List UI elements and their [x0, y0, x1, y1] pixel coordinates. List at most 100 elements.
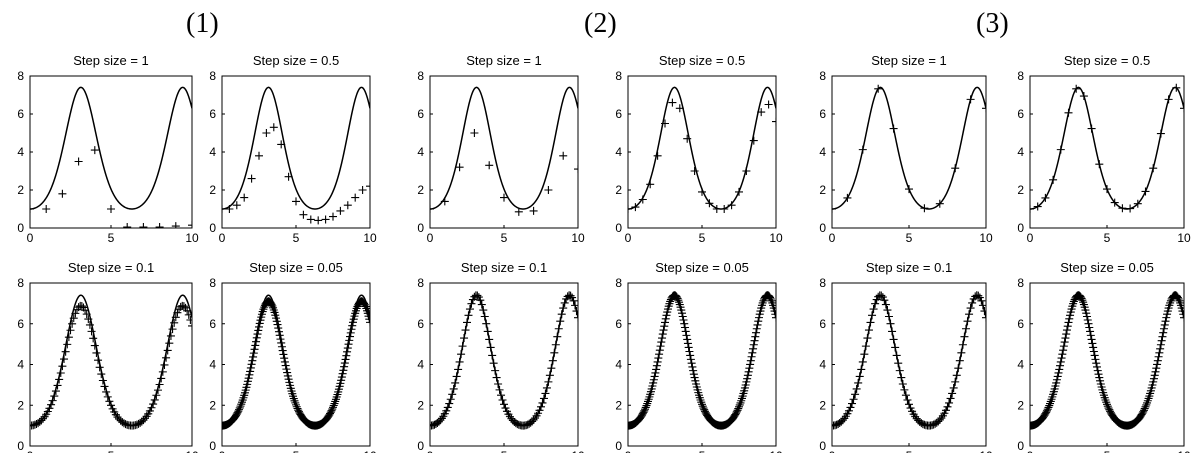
approx-point [574, 165, 578, 174]
y-tick-label: 8 [417, 69, 424, 83]
y-tick-label: 8 [1017, 69, 1024, 83]
approx-point [245, 370, 254, 379]
approx-point [234, 407, 243, 416]
approx-point [1151, 367, 1160, 376]
approx-point [479, 306, 488, 315]
approx-point [754, 317, 763, 326]
y-tick-label: 0 [1017, 221, 1024, 235]
approx-point [712, 205, 721, 213]
approx-point [37, 416, 46, 425]
y-tick-label: 2 [17, 183, 24, 197]
approx-point [430, 205, 434, 213]
approx-point [1103, 402, 1112, 411]
approx-point [464, 311, 473, 320]
approx-point [1149, 377, 1158, 386]
approx-point [754, 313, 763, 322]
approx-point [272, 317, 281, 326]
approx-point [38, 414, 47, 423]
approx-point [1141, 187, 1150, 196]
approx-point [500, 193, 508, 202]
approx-point [1085, 323, 1094, 332]
approx-point [337, 376, 346, 385]
approx-point [901, 391, 910, 400]
approx-point [529, 415, 538, 424]
approx-point [743, 371, 752, 380]
x-tick-label: 0 [219, 231, 226, 245]
approx-point [747, 352, 756, 361]
subplot-title: Step size = 0.1 [866, 260, 952, 275]
approx-point [900, 385, 909, 394]
approx-point [539, 394, 548, 403]
approx-point [240, 193, 249, 202]
approx-point [832, 205, 836, 213]
approx-point [351, 193, 360, 202]
approx-point [53, 381, 62, 390]
approx-point [50, 392, 59, 401]
approx-point [952, 371, 961, 380]
approx-point [330, 399, 339, 408]
approx-point [171, 313, 180, 322]
approx-point [905, 400, 913, 409]
approx-point [544, 377, 553, 386]
approx-point [343, 201, 352, 210]
approx-point [485, 161, 494, 170]
y-tick-label: 0 [417, 439, 424, 453]
approx-point [1092, 359, 1101, 368]
approx-point [727, 201, 736, 210]
y-tick-label: 6 [1017, 317, 1024, 331]
y-tick-label: 6 [17, 107, 24, 121]
approx-point [678, 312, 687, 321]
approx-point [352, 304, 361, 313]
approx-point [252, 333, 261, 342]
y-tick-label: 0 [209, 221, 216, 235]
plot-frame [831, 282, 987, 447]
approx-point [854, 378, 863, 387]
approx-point [661, 318, 669, 327]
approx-point [473, 291, 482, 300]
approx-point [467, 299, 476, 308]
approx-point [292, 400, 300, 409]
approx-point [489, 359, 498, 368]
approx-point [642, 401, 651, 410]
subplot-7: Step size = 0.1 0 2 4 6 8 0 5 10 [417, 260, 585, 453]
approx-point [898, 379, 907, 388]
approx-point [535, 406, 544, 415]
approx-point [461, 326, 470, 335]
approx-point [458, 342, 467, 351]
approx-point [1030, 205, 1034, 213]
approx-point [1062, 330, 1071, 339]
approx-point [329, 401, 338, 410]
plot-frame [429, 75, 579, 229]
y-tick-label: 4 [417, 145, 424, 159]
subplot-2: Step size = 0.5 0 2 4 6 8 0 5 10 [209, 53, 377, 245]
approx-point [463, 318, 471, 327]
approx-point [660, 322, 669, 331]
y-tick-label: 4 [819, 145, 826, 159]
subplot-8: Step size = 0.05 0 2 4 6 8 0 5 10 [615, 260, 783, 453]
approx-point [188, 221, 192, 228]
approx-point [880, 296, 889, 305]
approx-point [678, 309, 687, 318]
approx-point [1164, 95, 1173, 104]
approx-point [274, 324, 283, 333]
approx-point [488, 351, 497, 360]
approx-point [1045, 401, 1054, 410]
approx-point [155, 223, 164, 228]
approx-point [861, 342, 870, 351]
y-tick-label: 4 [1017, 358, 1024, 372]
approx-point [982, 104, 986, 113]
y-tick-label: 2 [615, 183, 622, 197]
approx-point [163, 346, 172, 355]
approx-point [846, 403, 855, 412]
approx-point [56, 368, 65, 377]
approx-point [1149, 164, 1158, 173]
approx-point [860, 350, 869, 359]
x-tick-label: 0 [1027, 449, 1034, 453]
approx-point [1158, 332, 1167, 341]
approx-point [537, 402, 545, 411]
approx-point [1155, 348, 1164, 357]
approx-point [945, 398, 954, 407]
approx-point [685, 347, 694, 356]
approx-point [145, 406, 154, 415]
approx-point [152, 391, 161, 400]
